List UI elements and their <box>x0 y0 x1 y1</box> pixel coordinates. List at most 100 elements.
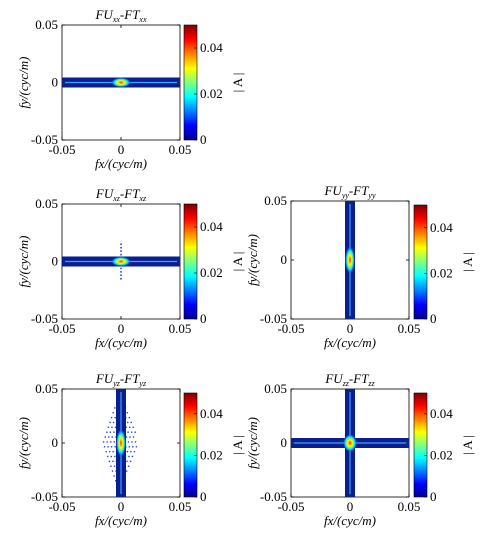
marker-point <box>111 426 113 429</box>
colorbar-tick-label: 0.02 <box>430 265 453 280</box>
marker-point <box>130 421 132 424</box>
marker-point <box>114 455 116 458</box>
marker-point <box>127 431 129 433</box>
marker-point <box>114 416 116 419</box>
marker-point <box>120 243 122 246</box>
marker-point <box>129 460 132 463</box>
y-tick-label: 0 <box>52 254 59 269</box>
colorbar-label: | A | <box>230 252 245 272</box>
marker-point <box>120 250 122 252</box>
subplot-3: -0.05 0 0.05 0.05 0 -0.05 FUyy-FTyy fx/(cyc/m) f… <box>245 183 475 350</box>
x-axis-label: fx/(cyc/m) <box>324 513 376 528</box>
marker-point <box>113 475 115 477</box>
marker-point <box>128 416 131 419</box>
marker-point <box>120 277 122 280</box>
marker-point <box>120 253 122 256</box>
marker-point <box>128 455 130 458</box>
x-tick-label: -0.05 <box>48 321 75 336</box>
marker-point <box>114 407 116 409</box>
marker-point <box>135 446 138 448</box>
marker-point <box>108 460 111 463</box>
marker-point <box>126 412 129 414</box>
subplot-4: -0.05 0 0.05 0.05 0 -0.05 FUyz-FTyz fx/(cyc/m) f… <box>16 371 245 528</box>
y-axis-label: fy/(cyc/m) <box>245 417 260 469</box>
x-tick-label: 0 <box>347 499 354 514</box>
y-tick-label: -0.05 <box>260 489 287 504</box>
colorbar-tick-label: 0 <box>430 311 437 326</box>
y-tick-label: 0 <box>52 75 59 90</box>
plot-title-2: FUxz-FTxz <box>95 186 147 203</box>
marker-point <box>114 426 117 429</box>
marker-point <box>128 426 131 429</box>
marker-point <box>105 450 107 453</box>
y-tick-label: 0.05 <box>35 381 58 396</box>
marker-point <box>128 446 131 448</box>
marker-point <box>104 436 106 438</box>
marker-point <box>114 480 117 482</box>
marker-point <box>132 446 134 448</box>
marker-point <box>111 470 114 472</box>
marker-point <box>126 450 129 453</box>
colorbar-tick-label: 0.02 <box>200 86 223 101</box>
plot-title-4: FUyz-FTyz <box>95 371 147 388</box>
marker-point <box>109 431 112 433</box>
y-axis-label: fy/(cyc/m) <box>245 234 260 286</box>
marker-point <box>109 421 111 424</box>
marker-point <box>108 450 111 453</box>
marker-point <box>131 455 134 458</box>
x-tick-label: -0.05 <box>48 499 75 514</box>
x-tick-label: 0.05 <box>398 321 421 336</box>
marker-point <box>134 431 136 433</box>
colorbar <box>183 392 198 498</box>
marker-point <box>112 460 114 463</box>
x-axis-label: fx/(cyc/m) <box>95 156 147 171</box>
marker-point <box>113 441 115 443</box>
marker-point <box>107 446 109 448</box>
x-tick-label: -0.05 <box>277 321 304 336</box>
marker-point <box>131 441 133 443</box>
marker-point <box>130 450 132 453</box>
marker-point <box>111 436 114 438</box>
x-tick-label: 0.05 <box>169 321 192 336</box>
y-axis-label: fy/(cyc/m) <box>16 236 31 288</box>
y-tick-label: 0.05 <box>264 193 287 208</box>
marker-point <box>106 441 108 443</box>
marker-point <box>110 446 113 448</box>
y-tick-label: -0.05 <box>31 132 58 147</box>
x-tick-label: 0 <box>347 321 354 336</box>
colorbar <box>183 24 198 141</box>
marker-point <box>110 441 112 443</box>
y-tick-label: -0.05 <box>31 311 58 326</box>
y-tick-label: 0 <box>52 435 59 450</box>
colorbar-tick-label: 0.02 <box>430 447 453 462</box>
x-tick-label: 0 <box>118 321 125 336</box>
marker-point <box>106 431 108 433</box>
colorbar-tick-label: 0.04 <box>200 40 223 55</box>
marker-point <box>127 421 129 424</box>
marker-point <box>107 455 109 458</box>
colorbar-tick-label: 0 <box>200 489 207 504</box>
marker-point <box>107 426 110 429</box>
x-axis-label: fx/(cyc/m) <box>95 335 147 350</box>
colorbar-label: | A | <box>460 252 475 272</box>
marker-point <box>114 446 116 448</box>
x-tick-label: -0.05 <box>48 142 75 157</box>
peak-spot <box>345 246 355 274</box>
colorbar-tick-label: 0 <box>200 311 207 326</box>
subplot-2: -0.05 0 0.05 0.05 0 -0.05 FUxz-FTxz fx/(cyc/m) f… <box>16 186 245 350</box>
marker-point <box>112 450 114 453</box>
subplot-1: -0.05 0 0.05 0.05 0 -0.05 FUxx-FTxx fx/(cyc/m) f… <box>16 7 245 171</box>
marker-point <box>127 441 130 443</box>
marker-point <box>127 465 130 467</box>
colorbar <box>413 392 428 498</box>
marker-point <box>129 436 131 438</box>
marker-point <box>115 436 117 438</box>
peak-spot <box>343 434 357 452</box>
marker-point <box>112 412 114 414</box>
colorbar-tick-label: 0 <box>200 132 207 147</box>
colorbar-tick-label: 0.04 <box>430 406 453 421</box>
marker-point <box>110 465 112 467</box>
marker-point <box>120 274 122 277</box>
colorbar-tick-label: 0.04 <box>200 406 223 421</box>
marker-point <box>120 267 122 270</box>
